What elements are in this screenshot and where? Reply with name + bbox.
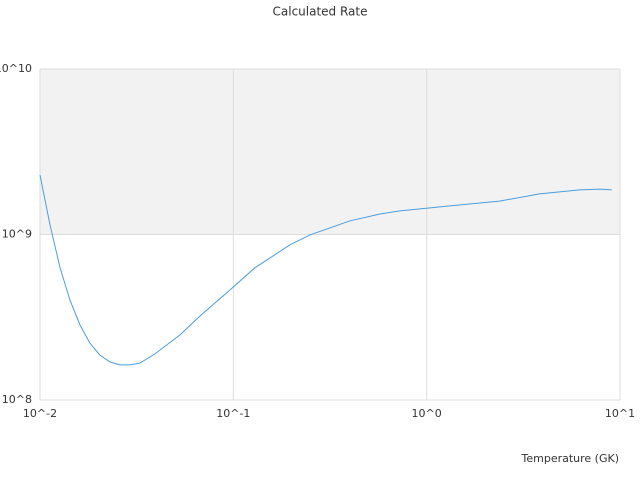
chart-title: Calculated Rate (273, 5, 368, 19)
x-tick-label: 10^-1 (216, 407, 250, 420)
line-series (39, 174, 612, 366)
y-tick-label: 10^10 (0, 62, 32, 75)
x-tick-label: 10^-2 (23, 407, 57, 420)
x-axis-label: Temperature (GK) (521, 452, 620, 465)
y-tick-label: 10^8 (2, 393, 32, 406)
y-tick-label: 10^9 (2, 228, 32, 241)
x-tick-label: 10^1 (605, 407, 635, 420)
grid-band (40, 69, 620, 235)
x-tick-label: 10^0 (412, 407, 442, 420)
